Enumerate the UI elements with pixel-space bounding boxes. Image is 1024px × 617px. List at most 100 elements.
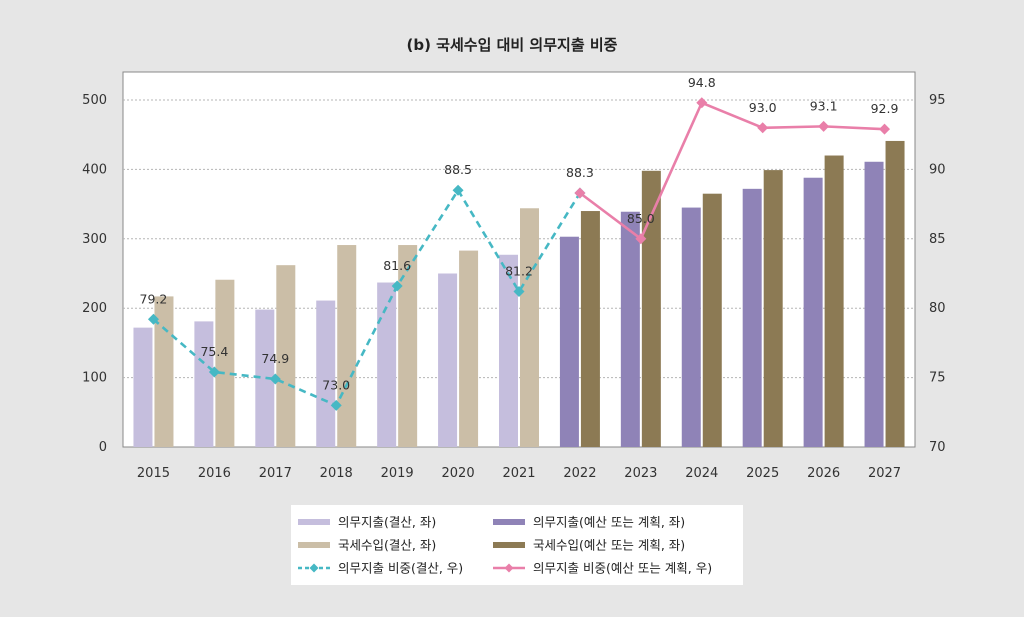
legend-label: 의무지출 비중(결산, 우) bbox=[338, 561, 463, 576]
legend-marker bbox=[504, 563, 514, 573]
y-left-tick-label: 0 bbox=[99, 440, 107, 455]
right-axis: 70 75 80 85 90 95 bbox=[929, 93, 946, 455]
data-label: 81.2 bbox=[505, 264, 533, 279]
bar bbox=[377, 282, 397, 447]
bar bbox=[620, 211, 640, 447]
data-point-marker bbox=[879, 123, 891, 135]
legend-swatch bbox=[493, 542, 525, 548]
x-tick-label: 2023 bbox=[624, 466, 657, 481]
legend-marker bbox=[309, 563, 319, 573]
data-label: 94.8 bbox=[688, 75, 716, 90]
x-tick-label: 2021 bbox=[502, 466, 535, 481]
data-label: 93.0 bbox=[749, 100, 777, 115]
bar bbox=[803, 177, 823, 447]
data-point-marker bbox=[330, 399, 342, 411]
plot-area bbox=[122, 71, 916, 448]
left-axis: 0 100 200 300 400 500 bbox=[82, 93, 107, 455]
data-point-marker bbox=[818, 120, 830, 132]
x-tick-label: 2025 bbox=[746, 466, 779, 481]
data-point-marker bbox=[208, 366, 220, 378]
bar bbox=[742, 188, 762, 447]
y-right-tick-label: 90 bbox=[929, 162, 946, 177]
y-right-tick-label: 70 bbox=[929, 440, 946, 455]
data-label: 79.2 bbox=[140, 291, 168, 306]
data-label: 93.1 bbox=[810, 98, 838, 113]
data-label: 88.3 bbox=[566, 165, 594, 180]
legend-label: 국세수입(예산 또는 계획, 좌) bbox=[533, 538, 685, 553]
data-point-marker bbox=[391, 280, 403, 292]
y-left-tick-label: 200 bbox=[82, 301, 107, 316]
x-tick-label: 2024 bbox=[685, 466, 718, 481]
chart-title: (b) 국세수입 대비 의무지출 비중 bbox=[407, 36, 618, 54]
x-tick-label: 2015 bbox=[137, 466, 170, 481]
bar bbox=[702, 193, 722, 447]
x-tick-label: 2020 bbox=[442, 466, 475, 481]
bar bbox=[276, 265, 296, 447]
bar bbox=[215, 279, 235, 447]
bar bbox=[641, 170, 661, 447]
bar bbox=[520, 208, 539, 447]
x-tick-label: 2022 bbox=[563, 466, 596, 481]
data-point-marker bbox=[757, 122, 769, 134]
y-left-tick-label: 500 bbox=[82, 93, 107, 108]
legend: 의무지출(결산, 좌) 의무지출(예산 또는 계획, 좌) 국세수입(결산, 좌) 국… bbox=[291, 505, 743, 585]
data-point-marker bbox=[452, 184, 464, 196]
bar bbox=[499, 254, 518, 447]
y-right-tick-label: 80 bbox=[929, 301, 946, 316]
legend-label: 국세수입(결산, 좌) bbox=[338, 538, 436, 553]
bar bbox=[864, 161, 884, 448]
y-left-tick-label: 100 bbox=[82, 371, 107, 386]
x-tick-label: 2019 bbox=[381, 466, 414, 481]
legend-label: 의무지출(결산, 좌) bbox=[338, 515, 436, 530]
bar bbox=[824, 155, 844, 447]
bar bbox=[459, 250, 479, 447]
legend-swatch bbox=[493, 519, 525, 525]
x-tick-label: 2017 bbox=[259, 466, 292, 481]
bar bbox=[133, 327, 153, 447]
series-line bbox=[152, 187, 582, 408]
data-label: 88.5 bbox=[444, 162, 472, 177]
x-tick-label: 2027 bbox=[868, 466, 901, 481]
data-point-marker bbox=[696, 97, 708, 109]
legend-swatch bbox=[298, 542, 330, 548]
legend-label: 의무지출 비중(예산 또는 계획, 우) bbox=[533, 561, 712, 576]
gridlines bbox=[123, 99, 915, 379]
data-point-marker bbox=[147, 313, 159, 325]
bar-series bbox=[133, 140, 905, 448]
line-series bbox=[147, 97, 891, 411]
bar bbox=[398, 245, 418, 447]
bar bbox=[154, 296, 174, 447]
legend-label: 의무지출(예산 또는 계획, 좌) bbox=[533, 515, 685, 530]
x-axis: 2015 2016 2017 2018 2019 2020 2021 2022 2023 2024… bbox=[137, 466, 901, 481]
y-left-tick-label: 400 bbox=[82, 162, 107, 177]
x-tick-label: 2018 bbox=[320, 466, 353, 481]
bar bbox=[438, 273, 458, 447]
bar bbox=[337, 245, 357, 447]
x-tick-label: 2016 bbox=[198, 466, 231, 481]
bar bbox=[194, 321, 214, 447]
data-label: 74.9 bbox=[261, 351, 289, 366]
data-point-marker bbox=[513, 286, 525, 298]
bar bbox=[885, 140, 905, 448]
series-line bbox=[579, 101, 885, 241]
bar bbox=[316, 300, 336, 447]
x-tick-label: 2026 bbox=[807, 466, 840, 481]
bar bbox=[255, 309, 275, 447]
bar bbox=[559, 236, 579, 447]
data-label: 85.0 bbox=[627, 211, 655, 226]
data-label: 92.9 bbox=[871, 101, 899, 116]
y-left-tick-label: 300 bbox=[82, 232, 107, 247]
y-right-tick-label: 75 bbox=[929, 371, 946, 386]
data-label: 81.6 bbox=[383, 258, 411, 273]
data-label: 75.4 bbox=[200, 344, 228, 359]
bar bbox=[580, 211, 600, 447]
bar bbox=[763, 170, 783, 447]
data-point-marker bbox=[574, 187, 586, 199]
bar bbox=[681, 207, 701, 447]
data-point-marker bbox=[269, 373, 281, 385]
y-right-tick-label: 85 bbox=[929, 232, 946, 247]
data-labels: 79.2 75.4 74.9 73.0 81.6 88.5 81.2 88.3 85.0 94.8… bbox=[140, 75, 899, 393]
data-point-marker bbox=[635, 233, 647, 245]
data-label: 73.0 bbox=[322, 377, 350, 392]
